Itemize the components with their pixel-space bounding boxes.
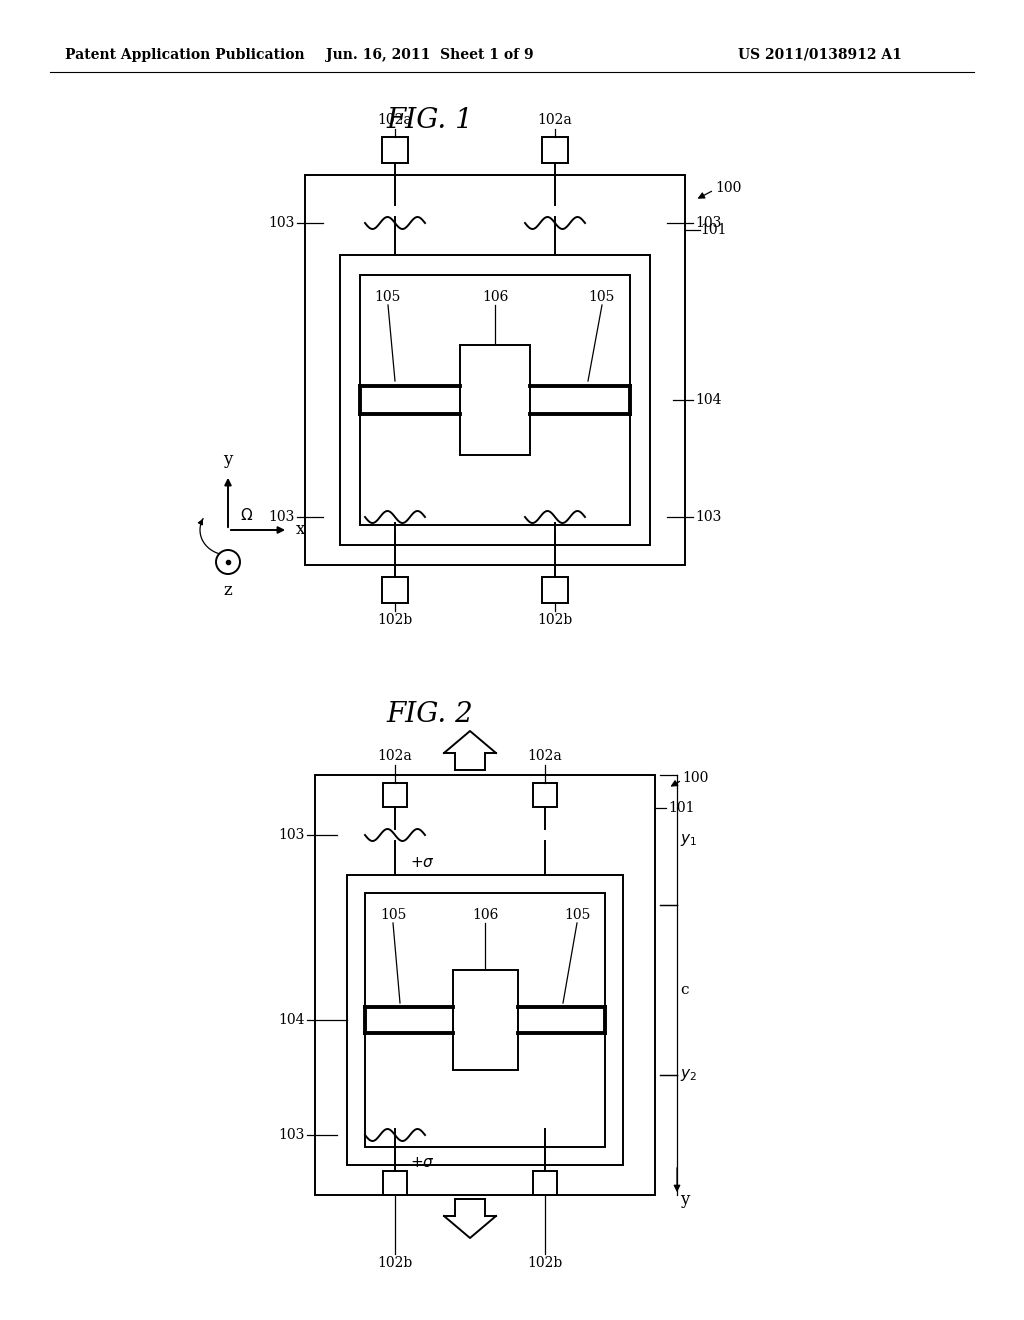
Text: 103: 103 [695,510,721,524]
Bar [383,783,407,807]
Bar [534,783,557,807]
Bar [383,1171,407,1195]
Text: 106: 106 [472,908,499,921]
Text: 104: 104 [695,393,722,407]
Text: 102b: 102b [527,1257,562,1270]
Text: $y_2$: $y_2$ [680,1067,697,1082]
Text: Patent Application Publication: Patent Application Publication [65,48,304,62]
Bar [382,577,408,603]
Text: 102a: 102a [538,114,572,127]
Text: 101: 101 [700,223,726,238]
Bar [365,894,605,1147]
Text: 102a: 102a [378,748,413,763]
Text: $\Omega$: $\Omega$ [240,507,253,523]
Text: 105: 105 [375,290,401,304]
Text: FIG. 2: FIG. 2 [387,701,473,729]
Bar [360,385,460,414]
Bar [453,970,518,1071]
Text: 105: 105 [380,908,407,921]
Bar [340,255,650,545]
Bar [530,385,630,414]
Text: c: c [680,983,688,997]
Text: $y_1$: $y_1$ [680,832,697,847]
Text: 103: 103 [695,216,721,230]
Text: 101: 101 [668,801,694,814]
Text: x: x [296,521,305,539]
Bar [518,1007,605,1034]
Bar [534,1171,557,1195]
Text: 100: 100 [682,771,709,785]
Bar [542,137,568,162]
Bar [360,275,630,525]
Text: 104: 104 [279,1012,305,1027]
Text: $+\sigma$: $+\sigma$ [410,855,435,870]
Text: 102b: 102b [378,1257,413,1270]
Text: $+\sigma$: $+\sigma$ [410,1156,435,1170]
Text: 103: 103 [279,828,305,842]
Text: 106: 106 [482,290,508,304]
Text: 102b: 102b [378,612,413,627]
Bar [315,775,655,1195]
Text: 100: 100 [715,181,741,195]
Text: 102b: 102b [538,612,572,627]
Text: 105: 105 [589,290,615,304]
Text: FIG. 1: FIG. 1 [387,107,473,133]
Bar [365,1007,453,1034]
Text: 102a: 102a [378,114,413,127]
Text: 103: 103 [268,216,295,230]
Text: 105: 105 [564,908,590,921]
Bar [347,875,623,1166]
Text: 103: 103 [279,1129,305,1142]
Text: Jun. 16, 2011  Sheet 1 of 9: Jun. 16, 2011 Sheet 1 of 9 [327,48,534,62]
Text: 102a: 102a [527,748,562,763]
Bar [460,345,530,455]
Bar [542,577,568,603]
Text: 103: 103 [268,510,295,524]
Text: y: y [680,1192,689,1209]
Text: US 2011/0138912 A1: US 2011/0138912 A1 [738,48,902,62]
Bar [382,137,408,162]
Text: y: y [223,451,232,469]
Text: z: z [223,582,232,599]
Bar [305,176,685,565]
